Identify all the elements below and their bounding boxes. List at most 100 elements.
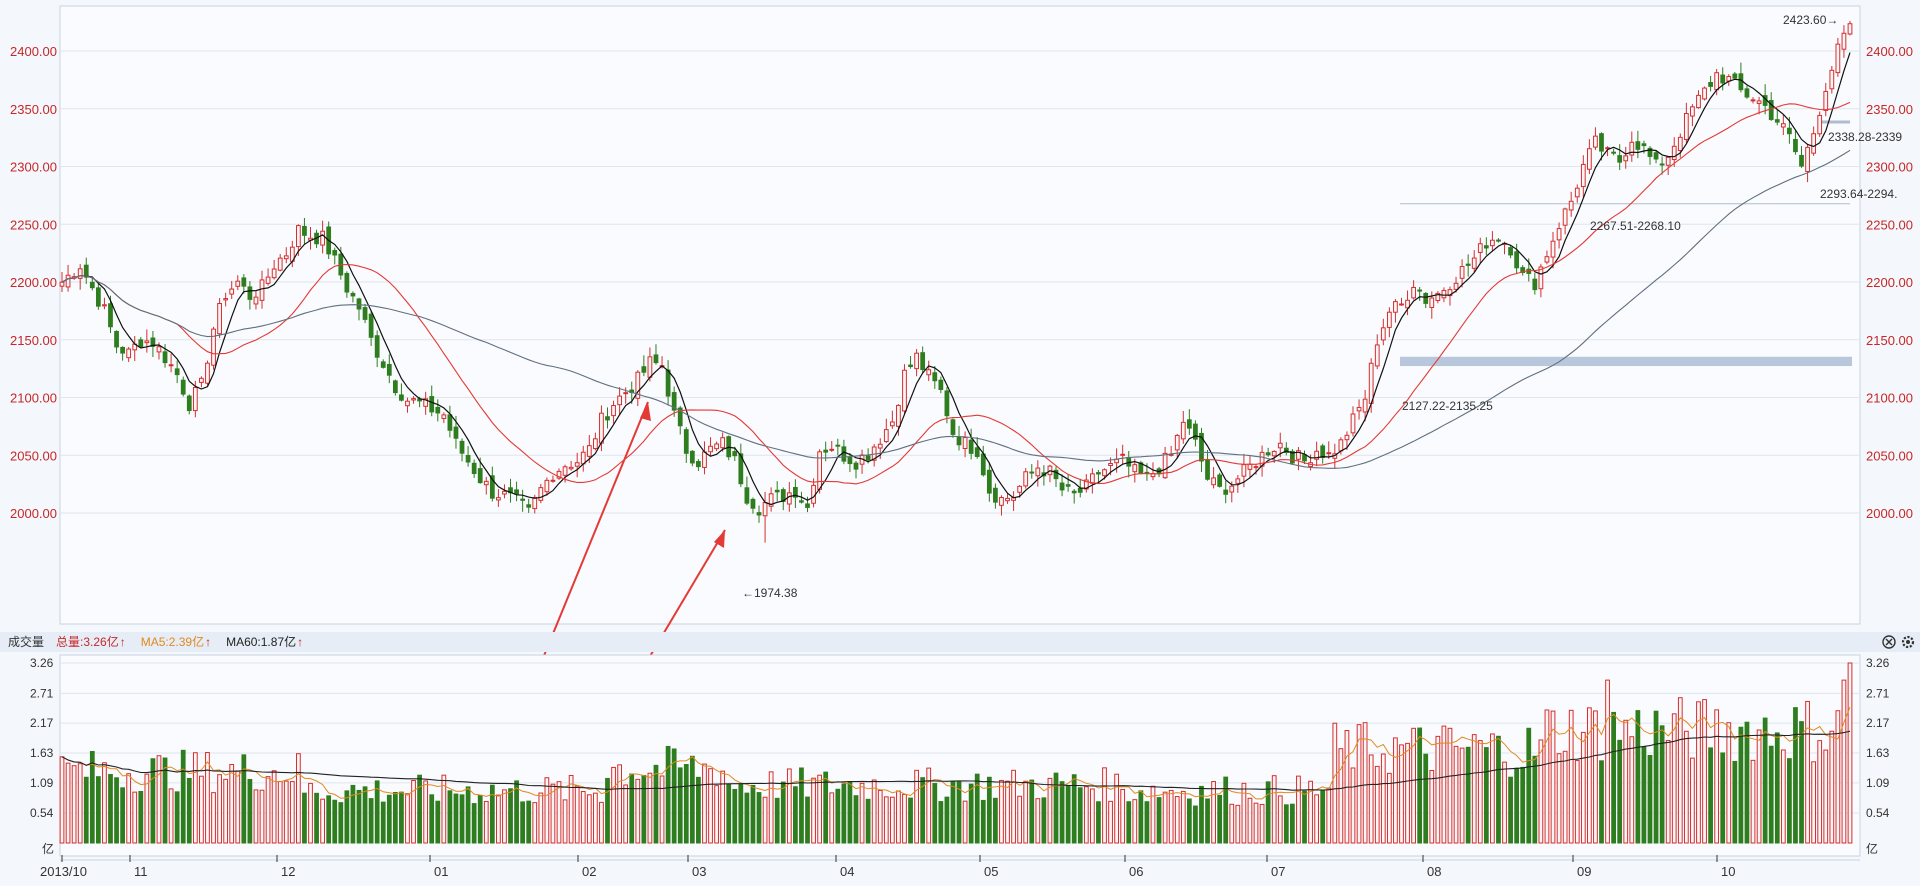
candle-body [641, 366, 647, 373]
volume-tick-right: 1.63 [1866, 746, 1890, 760]
candle-body [1550, 240, 1556, 258]
annotation-low: ←1974.38 [742, 586, 798, 600]
candle-body [1453, 282, 1459, 290]
candle-body [944, 390, 950, 417]
time-tick-label: 09 [1577, 864, 1591, 879]
price-tick-right: 2400.00 [1866, 44, 1913, 59]
volume-bar [617, 764, 622, 844]
volume-bar [599, 801, 604, 844]
candle-body [1290, 450, 1295, 464]
volume-bar [944, 796, 950, 844]
candle-body [108, 303, 113, 328]
volume-bar [1671, 713, 1677, 844]
volume-bar [241, 754, 247, 844]
price-tick-right: 2050.00 [1866, 448, 1913, 463]
candle-body [1465, 263, 1471, 266]
candle-body [1083, 479, 1089, 490]
volume-bar [1574, 760, 1580, 844]
volume-bar [1762, 717, 1768, 844]
candle-body [1417, 289, 1423, 292]
volume-bar [1096, 801, 1101, 844]
candle-body [526, 504, 532, 508]
volume-bar [720, 770, 726, 844]
volume-bar [162, 757, 168, 844]
red-arrow-1-head [640, 402, 651, 421]
candle-body [1841, 32, 1847, 50]
candle-body [1490, 239, 1495, 247]
price-tick-left: 2400.00 [10, 44, 57, 59]
close-icon[interactable] [1882, 635, 1896, 649]
time-tick-label: 2013/10 [40, 864, 87, 879]
candle-body [1211, 477, 1216, 486]
volume-tick-left: 1.63 [30, 746, 54, 760]
candle-body [1532, 278, 1538, 291]
volume-bar [1102, 767, 1107, 844]
volume-tick-right: 2.71 [1866, 686, 1890, 700]
volume-bar [1386, 772, 1392, 844]
price-axis-right: 2400.00 2350.00 2300.00 2250.00 2200.00 2150.… [1866, 44, 1913, 521]
candle-body [586, 445, 592, 457]
candle-body [1017, 485, 1023, 493]
volume-axis-right: 3.26 2.71 2.17 1.63 1.09 0.54 [1866, 656, 1890, 820]
candle-body [689, 450, 695, 464]
candle-body [829, 448, 835, 451]
volume-bar [902, 793, 907, 844]
candle-body [1035, 467, 1041, 477]
volume-bar [314, 792, 319, 844]
candle-body [1356, 406, 1362, 412]
candle-body [1126, 456, 1132, 467]
volume-bar [471, 803, 477, 844]
candle-body [1120, 453, 1126, 456]
volume-bar [768, 771, 774, 844]
candle-body [1374, 344, 1380, 367]
candle-body [708, 445, 713, 453]
volume-bar [1059, 781, 1065, 844]
candle-body [580, 451, 586, 465]
candle-body [805, 503, 810, 508]
candle-body [259, 279, 265, 301]
volume-bar [1787, 758, 1792, 844]
candle-body [1077, 487, 1083, 493]
volume-bar [156, 755, 162, 844]
volume-bar [496, 794, 501, 844]
volume-bar [1550, 710, 1556, 844]
candle-body [1029, 471, 1035, 474]
candle-body [635, 371, 641, 399]
candle-body [1647, 147, 1653, 157]
volume-bar [508, 788, 513, 844]
volume-bar [1683, 730, 1689, 844]
candle-body [647, 356, 653, 378]
volume-bar [702, 763, 707, 844]
volume-bar [1029, 779, 1035, 844]
volume-bar [1011, 769, 1016, 844]
volume-bar [1829, 730, 1835, 844]
volume-bar [786, 768, 792, 844]
candle-body [1435, 292, 1441, 301]
volume-bar [1605, 679, 1610, 844]
volume-bar [1417, 727, 1423, 844]
candle-body [83, 264, 89, 278]
volume-bar [1332, 722, 1338, 844]
volume-ma5-line [61, 706, 1851, 800]
volume-bar [1544, 709, 1550, 844]
price-tick-left: 2200.00 [10, 275, 57, 290]
volume-bar [1841, 679, 1847, 844]
gear-icon[interactable] [1901, 635, 1915, 649]
volume-bar [259, 789, 265, 844]
volume-bar [362, 786, 368, 844]
volume-bar [841, 783, 847, 844]
volume-bar [823, 771, 829, 844]
price-grid [60, 50, 1860, 514]
volume-bar [1411, 727, 1416, 844]
volume-bar [780, 781, 786, 844]
candle-body [1296, 450, 1301, 460]
volume-bar [526, 800, 532, 844]
candle-body [1344, 434, 1350, 441]
volume-bar [1768, 745, 1774, 844]
candle-body [229, 288, 235, 295]
volume-bar [1041, 797, 1047, 844]
volume-bar [1205, 798, 1210, 844]
volume-bar [411, 779, 416, 844]
volume-bar [1677, 697, 1683, 844]
candle-body [696, 461, 701, 468]
